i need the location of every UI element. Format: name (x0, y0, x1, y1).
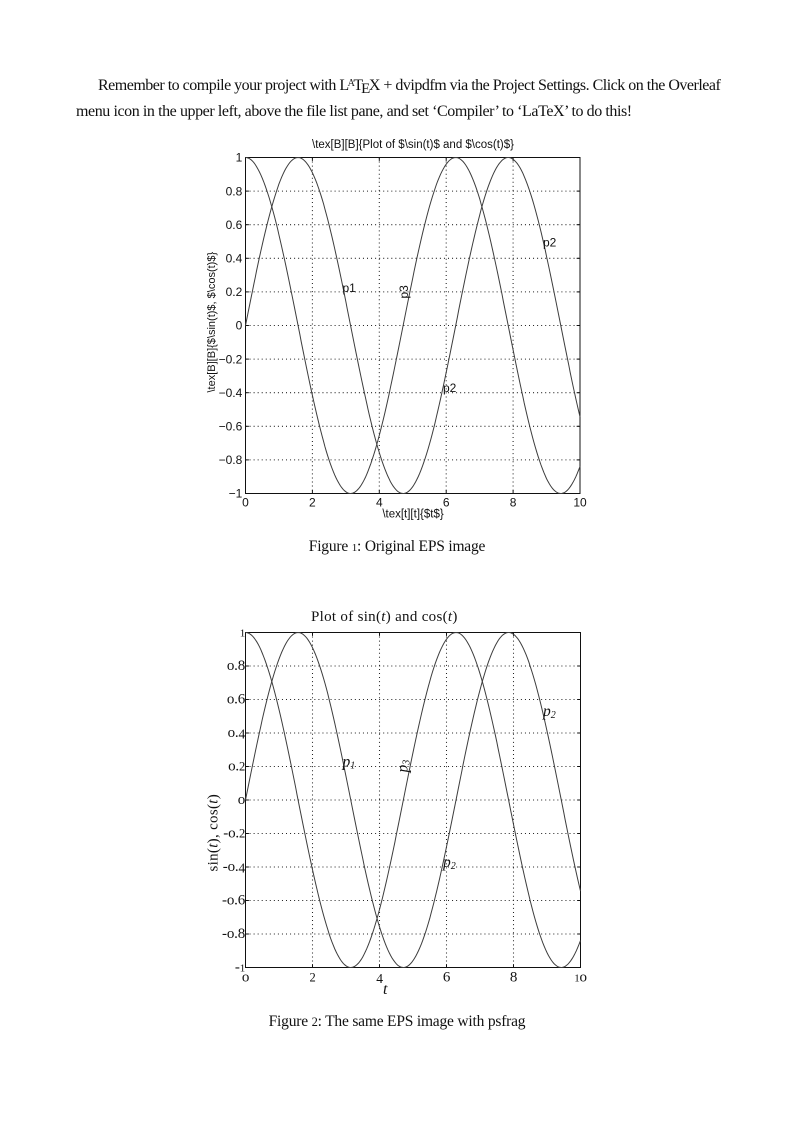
svg-text:0: 0 (236, 319, 243, 333)
svg-text:10: 10 (573, 495, 587, 509)
svg-text:0.4: 0.4 (226, 252, 243, 266)
svg-text:p2: p2 (442, 854, 456, 872)
svg-text:8: 8 (510, 495, 517, 509)
svg-text:p2: p2 (543, 236, 557, 250)
svg-text:−1: −1 (229, 487, 243, 501)
svg-text:sin(t), cos(t): sin(t), cos(t) (206, 794, 222, 872)
svg-text:o.8: o.8 (227, 658, 245, 674)
svg-text:−0.2: −0.2 (219, 352, 243, 366)
svg-text:p2: p2 (443, 381, 457, 395)
svg-text:−0.4: −0.4 (219, 386, 243, 400)
svg-text:p3: p3 (395, 760, 413, 774)
svg-text:0: 0 (242, 495, 249, 509)
svg-text:6: 6 (443, 495, 450, 509)
svg-text:−0.6: −0.6 (219, 420, 243, 434)
svg-text:1: 1 (236, 151, 243, 165)
svg-text:\tex[t][t]{$t$}: \tex[t][t]{$t$} (382, 509, 444, 521)
svg-text:\tex[B][B]{$\sin(t)$, $\cos(t): \tex[B][B]{$\sin(t)$, $\cos(t)$} (206, 252, 218, 393)
svg-text:1: 1 (240, 628, 245, 640)
svg-text:p2: p2 (542, 703, 556, 721)
svg-text:p1: p1 (342, 754, 356, 772)
svg-text:-o.2: -o.2 (223, 826, 245, 842)
svg-text:-1: -1 (235, 960, 245, 976)
svg-text:Plot of sin(t) and cos(t): Plot of sin(t) and cos(t) (311, 609, 458, 625)
svg-text:-o.8: -o.8 (222, 926, 245, 942)
svg-text:\tex[B][B]{Plot of $\sin(t)$ a: \tex[B][B]{Plot of $\sin(t)$ and $\cos(t… (312, 139, 514, 151)
svg-text:1o: 1o (574, 970, 587, 986)
svg-text:2: 2 (309, 495, 316, 509)
svg-text:o.2: o.2 (228, 759, 245, 775)
svg-text:6: 6 (443, 970, 451, 986)
svg-text:4: 4 (376, 495, 383, 509)
svg-text:t: t (383, 981, 388, 998)
svg-text:o.4​: o.4​ (228, 725, 246, 742)
svg-text:−0.8: −0.8 (219, 453, 243, 467)
svg-text:0.6: 0.6 (226, 218, 243, 232)
svg-text:o: o (242, 970, 249, 986)
svg-text:0.8: 0.8 (226, 184, 243, 198)
svg-text:o: o (238, 792, 245, 808)
svg-text:0.2: 0.2 (226, 285, 243, 299)
svg-text:p3: p3 (397, 285, 411, 299)
svg-text:o.6: o.6 (227, 692, 246, 708)
svg-text:-o.4​: -o.4​ (223, 859, 246, 876)
svg-text:2: 2 (309, 971, 315, 985)
svg-text:8: 8 (510, 970, 517, 986)
svg-text:-o.6: -o.6 (222, 893, 246, 909)
svg-text:p1: p1 (343, 281, 357, 295)
